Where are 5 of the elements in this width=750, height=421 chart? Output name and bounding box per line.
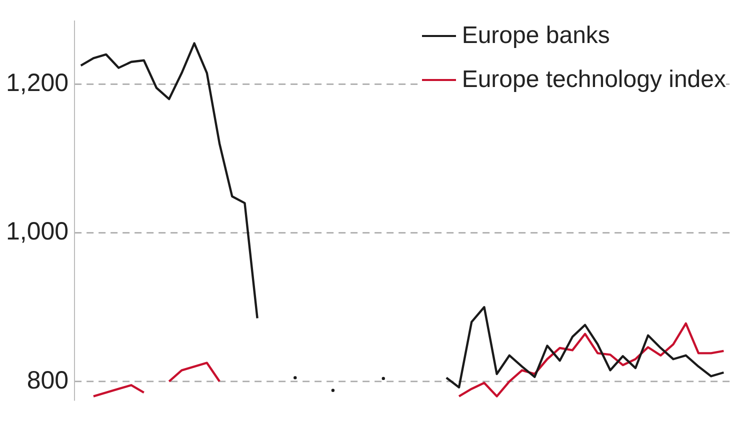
legend-label: Europe banks <box>462 22 610 50</box>
y-tick-label: 800 <box>26 366 69 394</box>
y-tick-label: 1,000 <box>6 218 69 246</box>
y-tick-label: 1,200 <box>6 69 69 98</box>
legend-label: Europe technology index <box>462 66 726 94</box>
